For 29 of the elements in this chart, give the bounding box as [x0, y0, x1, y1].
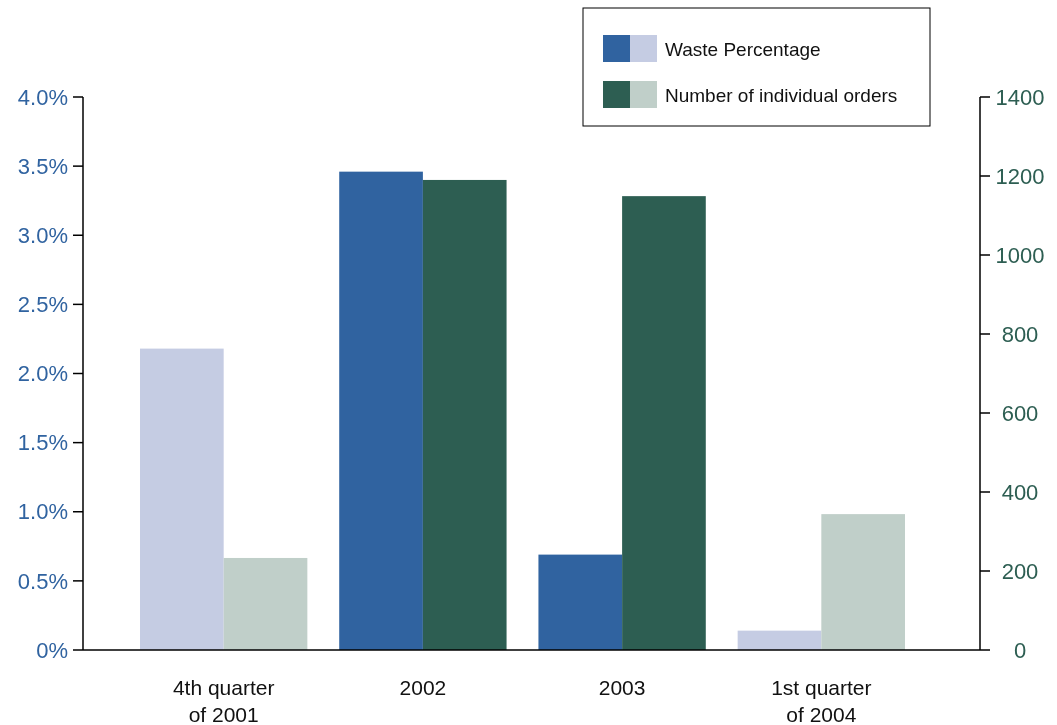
- y2-tick-label: 0: [1013, 637, 1027, 663]
- legend-label: Waste Percentage: [665, 38, 821, 60]
- x-tick-label: 1st quarter of 2004: [771, 676, 872, 725]
- x-tick-label: 4th quarter of 2001: [172, 676, 275, 725]
- y-tick-label: 3.0%: [17, 222, 68, 248]
- y-tick-label: 2.0%: [17, 361, 68, 387]
- legend-label: Number of individual orders: [665, 84, 898, 106]
- y2-tick-label: 1200: [995, 163, 1045, 189]
- y-tick-label: 1.5%: [17, 430, 68, 456]
- x-tick-label: 2002: [399, 676, 447, 699]
- y-tick-label: 2.5%: [17, 292, 68, 318]
- bar: [737, 630, 822, 650]
- y2-tick-label: 1000: [995, 242, 1045, 268]
- bar: [140, 348, 224, 650]
- y-tick-label: 1.0%: [17, 499, 68, 525]
- y2-tick-label: 800: [1001, 321, 1039, 347]
- bar: [538, 554, 623, 650]
- y-tick-label: 0.5%: [17, 568, 68, 594]
- bar: [223, 557, 308, 650]
- y2-tick-label: 600: [1001, 400, 1039, 426]
- bar: [622, 196, 706, 650]
- y-tick-label: 0%: [36, 637, 68, 663]
- y-tick-label: 3.5%: [17, 153, 68, 179]
- y2-tick-label: 1400: [995, 84, 1045, 110]
- y2-tick-label: 400: [1001, 479, 1039, 505]
- x-tick-label: 2003: [598, 676, 646, 699]
- y-tick-label: 4.0%: [17, 84, 68, 110]
- bar: [821, 514, 905, 650]
- y2-tick-label: 200: [1001, 558, 1039, 584]
